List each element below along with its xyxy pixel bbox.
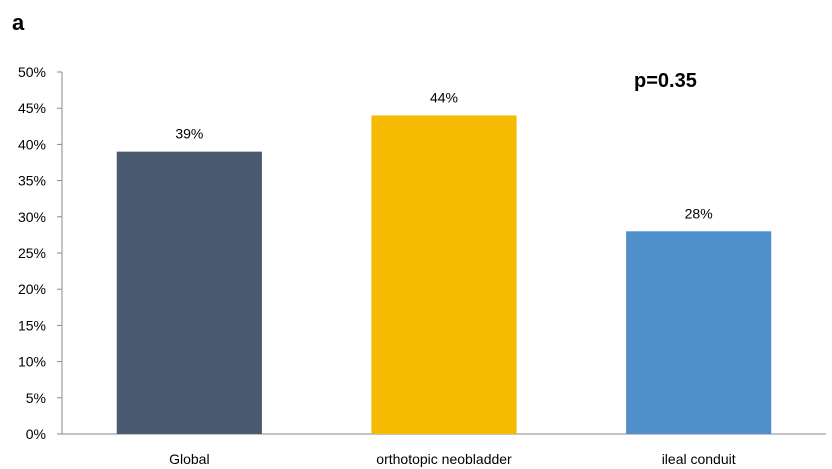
bar-orthotopic-neobladder [371, 115, 517, 434]
data-labels: 39% 44% 28% [175, 89, 712, 221]
y-tick-label: 5% [26, 390, 46, 406]
category-label: Global [169, 451, 209, 467]
y-tick-label: 45% [18, 100, 46, 116]
y-tick-label: 15% [18, 317, 46, 333]
category-labels: Global orthotopic neobladder ileal conduit [169, 451, 736, 467]
y-tick-label: 20% [18, 281, 46, 297]
panel-label: a [12, 10, 25, 35]
y-axis-ticks: 0% 5% 10% 15% 20% 25% 30% 35% 40% 45% 50% [18, 64, 62, 442]
bar-global [116, 151, 262, 434]
y-tick-label: 10% [18, 354, 46, 370]
p-value-annotation: p=0.35 [634, 70, 697, 92]
data-label: 28% [685, 205, 713, 221]
y-tick-label: 35% [18, 173, 46, 189]
data-label: 39% [175, 126, 203, 142]
bar-ileal-conduit [626, 231, 772, 434]
data-label: 44% [430, 89, 458, 105]
y-tick-label: 50% [18, 64, 46, 80]
bars [116, 115, 772, 434]
y-tick-label: 0% [26, 426, 46, 442]
y-tick-label: 30% [18, 209, 46, 225]
y-tick-label: 25% [18, 245, 46, 261]
category-label: orthotopic neobladder [376, 451, 512, 467]
category-label: ileal conduit [662, 451, 736, 467]
y-tick-label: 40% [18, 136, 46, 152]
